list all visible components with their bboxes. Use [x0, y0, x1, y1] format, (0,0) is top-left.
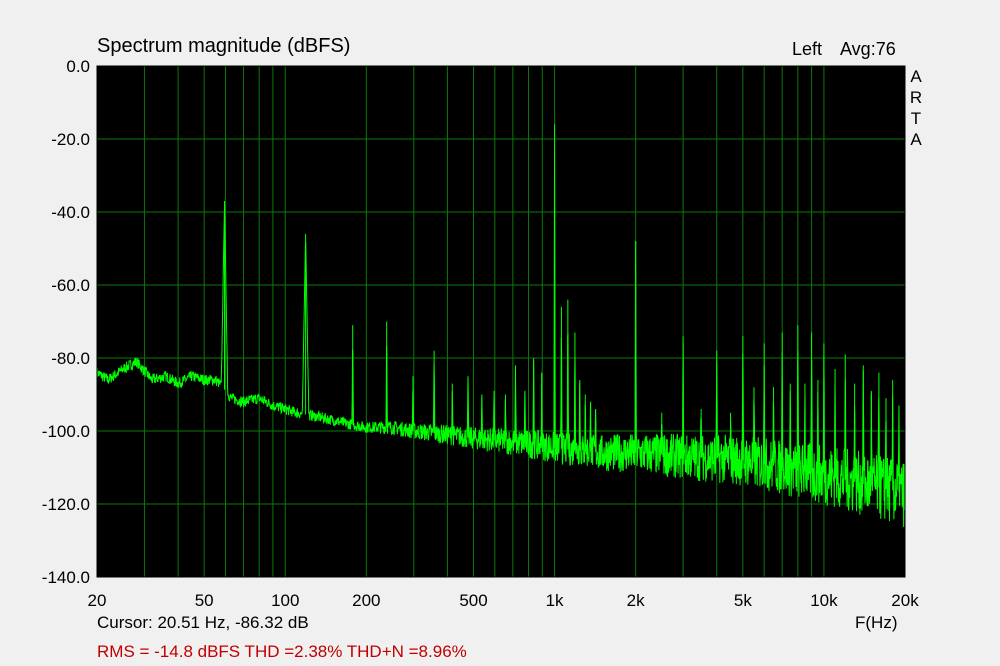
averaging-label: Avg:76 [840, 39, 896, 59]
logo-letter: A [910, 130, 922, 149]
measurement-stats: RMS = -14.8 dBFS THD =2.38% THD+N =8.96% [97, 642, 467, 661]
grid [96, 65, 906, 578]
chart-title: Spectrum magnitude (dBFS) [97, 35, 351, 57]
trace-layer [96, 124, 906, 527]
logo-letter: R [909, 88, 923, 107]
x-tick-label: 20 [88, 591, 107, 610]
y-tick-label: 0.0 [66, 57, 90, 76]
plot-area [97, 66, 905, 577]
x-axis-unit: F(Hz) [855, 613, 898, 632]
logo-letter: T [910, 109, 922, 128]
arta-logo: A R T A [908, 66, 924, 150]
logo-letter: A [910, 67, 922, 86]
y-tick-label: -20.0 [51, 130, 90, 149]
x-tick-label: 100 [271, 591, 299, 610]
x-tick-label: 2k [627, 591, 645, 610]
x-tick-label: 10k [810, 591, 838, 610]
y-axis-ticks: 0.0 -20.0 -40.0 -60.0 -80.0 -100.0 -120.0 -140.… [42, 57, 90, 587]
spectrum-trace [96, 152, 906, 527]
x-axis-ticks: 20 50 100 200 500 1k 2k 5k 10k 20k [88, 591, 920, 610]
y-tick-label: -40.0 [51, 203, 90, 222]
y-tick-label: -120.0 [42, 495, 90, 514]
cursor-readout: Cursor: 20.51 Hz, -86.32 dB [97, 613, 309, 632]
plot-frame [96, 65, 906, 578]
x-tick-label: 50 [195, 591, 214, 610]
y-tick-label: -60.0 [51, 276, 90, 295]
channel-label: Left [792, 39, 823, 59]
x-tick-label: 20k [891, 591, 919, 610]
y-tick-label: -100.0 [42, 422, 90, 441]
x-tick-label: 500 [459, 591, 487, 610]
x-tick-label: 1k [546, 591, 564, 610]
y-tick-label: -80.0 [51, 349, 90, 368]
x-tick-label: 5k [734, 591, 752, 610]
y-tick-label: -140.0 [42, 568, 90, 587]
x-tick-label: 200 [352, 591, 380, 610]
